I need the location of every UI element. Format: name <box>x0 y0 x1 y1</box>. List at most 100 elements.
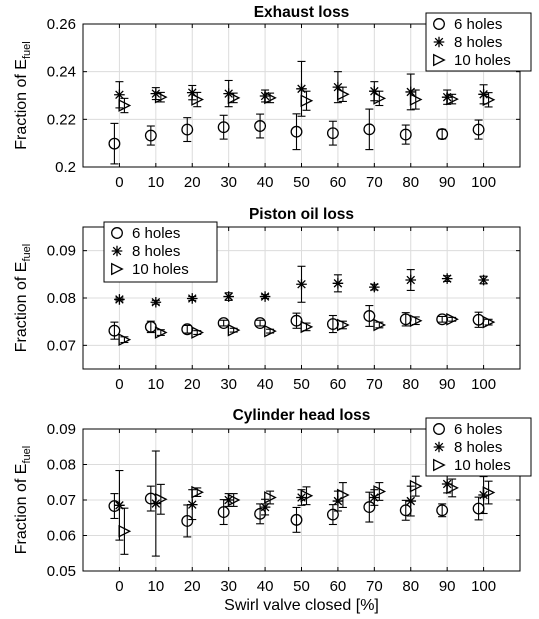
data-point-star <box>332 81 344 93</box>
data-point-triangle-right <box>446 92 459 106</box>
data-point-star <box>114 500 125 511</box>
data-point-star <box>478 274 489 286</box>
data-point-triangle-right <box>336 87 350 101</box>
x-tick-label: 0 <box>115 578 123 595</box>
legend-label: 6 holes <box>454 421 502 438</box>
x-tick-label: 90 <box>439 174 456 191</box>
data-point-circle <box>254 317 267 330</box>
y-axis-label-subscript: fuel <box>21 446 33 464</box>
data-point-circle <box>436 128 449 141</box>
y-tick-label: 0.22 <box>47 111 76 128</box>
data-point-triangle-right <box>227 91 241 105</box>
data-point-triangle-right <box>336 318 350 332</box>
data-point-circle <box>108 324 121 337</box>
x-tick-label: 80 <box>402 174 419 191</box>
y-tick-label: 0.08 <box>47 290 76 307</box>
y-axis-label-subscript: fuel <box>21 41 33 59</box>
data-point-circle <box>181 514 194 527</box>
series-10-holes <box>118 86 496 114</box>
legend-marker-circle <box>433 423 445 435</box>
x-tick-label: 30 <box>220 376 237 393</box>
data-point-triangle-right <box>373 485 387 498</box>
y-tick-label: 0.26 <box>47 16 76 33</box>
data-point-triangle-right <box>482 93 496 107</box>
data-point-circle <box>217 121 230 134</box>
y-tick-label: 0.05 <box>47 563 76 580</box>
data-point-star <box>296 83 307 95</box>
data-point-star <box>186 293 198 304</box>
x-tick-label: 0 <box>115 174 123 191</box>
data-point-circle <box>108 137 121 150</box>
x-tick-label: 30 <box>220 174 237 191</box>
data-point-circle <box>217 317 230 330</box>
x-tick-label: 60 <box>330 174 347 191</box>
y-axis-label-main: Fraction of E <box>13 262 30 353</box>
x-tick-label: 40 <box>257 578 274 595</box>
legend-marker-triangle-right <box>433 458 446 472</box>
data-point-triangle-right <box>191 485 205 499</box>
y-axis-label: Fraction of Efuel <box>13 446 33 554</box>
x-tick-label: 50 <box>293 376 310 393</box>
legend-marker-triangle-right <box>111 262 124 276</box>
y-axis-label-main: Fraction of E <box>13 464 30 555</box>
data-point-triangle-right <box>264 491 277 504</box>
y-axis-label-main: Fraction of E <box>13 59 30 150</box>
data-point-triangle-right <box>409 93 423 106</box>
series-8-holes <box>114 265 489 308</box>
x-tick-label: 0 <box>115 376 123 393</box>
data-point-circle <box>363 501 376 514</box>
series-6-holes <box>108 305 485 340</box>
data-point-triangle-right <box>191 326 205 339</box>
x-tick-label: 90 <box>439 578 456 595</box>
x-tick-label: 60 <box>330 578 347 595</box>
data-point-circle <box>290 125 303 138</box>
data-point-triangle-right <box>446 312 459 326</box>
data-point-circle <box>326 508 339 521</box>
data-point-star <box>186 87 198 98</box>
data-point-circle <box>290 314 303 327</box>
data-point-triangle-right <box>409 479 423 493</box>
data-point-triangle-right <box>118 99 132 112</box>
y-tick-label: 0.07 <box>47 337 76 354</box>
series-6-holes <box>108 485 485 538</box>
x-tick-label: 90 <box>439 376 456 393</box>
legend-marker-triangle-right <box>433 53 446 67</box>
x-tick-label: 70 <box>366 578 383 595</box>
data-point-star <box>150 296 162 308</box>
series-10-holes <box>118 312 496 347</box>
data-point-circle <box>217 506 230 519</box>
legend-label: 6 holes <box>132 225 180 242</box>
y-axis-label-subscript: fuel <box>21 244 33 262</box>
x-tick-label: 50 <box>293 578 310 595</box>
data-point-triangle-right <box>482 315 496 329</box>
chart-title: Piston oil loss <box>249 206 354 223</box>
x-tick-label: 40 <box>257 376 274 393</box>
panel-3: Cylinder head loss 0 10 20 30 40 50 60 70 80 90 100… <box>13 407 532 595</box>
data-point-circle <box>399 128 412 141</box>
x-tick-label: 20 <box>184 376 201 393</box>
data-point-star <box>259 501 271 513</box>
y-tick-label: 0.06 <box>47 528 76 545</box>
data-point-star <box>332 278 344 289</box>
y-tick-label: 0.09 <box>47 243 76 260</box>
x-tick-label: 10 <box>147 174 164 191</box>
data-point-circle <box>290 513 303 526</box>
data-point-star <box>405 86 417 98</box>
legend-marker-circle <box>433 18 445 30</box>
legend-label: 6 holes <box>454 16 502 33</box>
data-point-circle <box>436 504 449 517</box>
data-point-circle <box>363 123 376 136</box>
x-tick-label: 50 <box>293 174 310 191</box>
y-tick-label: 0.08 <box>47 457 76 474</box>
data-point-circle <box>326 127 339 140</box>
legend-marker-star <box>433 441 445 453</box>
data-point-circle <box>181 123 194 136</box>
y-tick-label: 0.24 <box>47 64 76 81</box>
data-point-triangle-right <box>300 94 314 108</box>
data-point-triangle-right <box>118 333 132 347</box>
legend-label: 10 holes <box>454 52 511 69</box>
data-point-star <box>223 291 234 302</box>
x-tick-label: 10 <box>147 578 164 595</box>
y-axis-label: Fraction of Efuel <box>13 41 33 149</box>
